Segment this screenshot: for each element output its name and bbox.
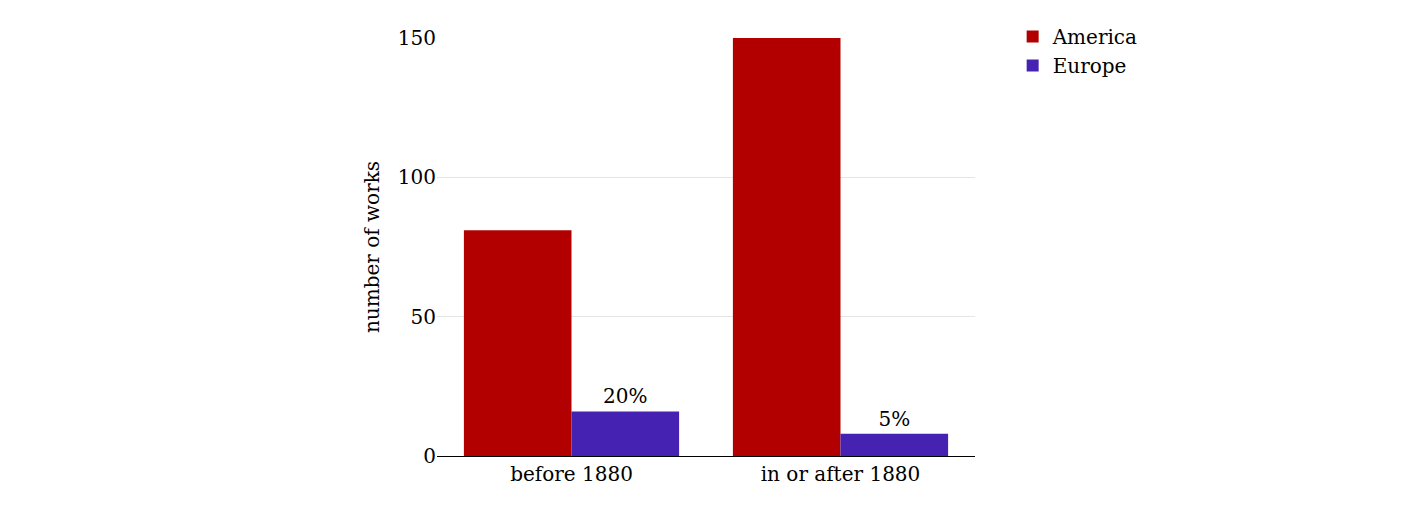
svg-text:before 1880: before 1880 bbox=[510, 462, 633, 486]
svg-text:20%: 20% bbox=[603, 384, 647, 408]
svg-text:America: America bbox=[1052, 25, 1137, 49]
svg-text:in or after 1880: in or after 1880 bbox=[761, 462, 921, 486]
svg-text:0: 0 bbox=[423, 444, 436, 468]
svg-text:5%: 5% bbox=[878, 407, 910, 431]
svg-text:number of works: number of works bbox=[360, 161, 384, 333]
svg-text:150: 150 bbox=[398, 26, 436, 50]
svg-text:50: 50 bbox=[411, 305, 436, 329]
svg-text:100: 100 bbox=[398, 165, 436, 189]
svg-text:Europe: Europe bbox=[1053, 54, 1127, 78]
